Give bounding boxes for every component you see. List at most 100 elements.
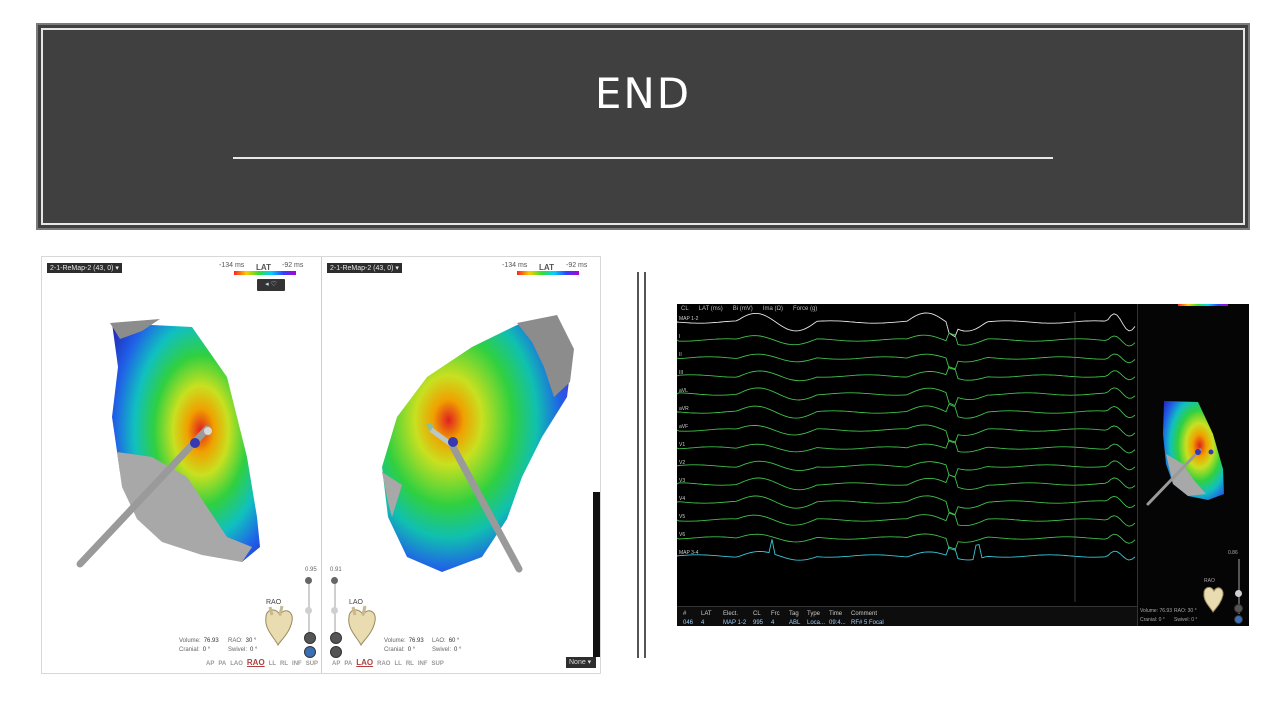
cell-lat: 4 [701, 620, 705, 626]
view-rl-button[interactable]: RL [405, 661, 414, 667]
rotate-button[interactable] [1234, 604, 1243, 613]
slider-knob[interactable] [305, 607, 312, 614]
col-number[interactable]: # [683, 611, 687, 617]
title-underline [233, 157, 1053, 159]
ecg-trace-1 [677, 332, 1136, 347]
lat-color-bar [1178, 304, 1228, 306]
heart-map-lao[interactable] [322, 257, 601, 673]
col-cl[interactable]: CL [753, 611, 761, 617]
lead-label: V5 [679, 514, 685, 520]
cell-tag: ABL [789, 620, 801, 626]
slide-title: END [594, 69, 692, 118]
table-row[interactable]: 046 4 MAP 1-2 995 4 ABL Loca... 09:4... RF# 5 Fo… [683, 620, 901, 626]
ecg-trace-area[interactable]: CL LAT (ms) Bi (mV) Ima (Ω) Force (g) MAP 1-… [677, 304, 1137, 609]
heart-map-rao[interactable] [42, 257, 321, 673]
view-ap-button[interactable]: AP [332, 661, 341, 667]
ecg-trace-3 [677, 366, 1136, 382]
col-lat[interactable]: LAT [701, 611, 712, 617]
slider-knob-top[interactable] [305, 577, 312, 584]
overlay-select[interactable]: None ▾ [566, 657, 596, 668]
lat-max: -92 ms [566, 262, 588, 269]
ecg-trace-7 [677, 439, 1136, 454]
col-type[interactable]: Type [807, 611, 821, 617]
col-tag[interactable]: Tag [789, 611, 799, 617]
ecg-panel: CL LAT (ms) Bi (mV) Ima (Ω) Force (g) MAP 1-… [677, 304, 1249, 626]
view-rl-button[interactable]: RL [280, 661, 289, 667]
view-pa-button[interactable]: PA [344, 661, 353, 667]
view-buttons-left: AP PA LAO RAO LL RL INF SUP [206, 658, 322, 667]
ecg-trace-8 [677, 460, 1136, 478]
view-inf-button[interactable]: INF [417, 661, 428, 667]
lead-label: III [679, 370, 683, 376]
zoom-button[interactable] [304, 646, 316, 658]
view-lao-button[interactable]: LAO [356, 658, 374, 667]
view-rao-button[interactable]: RAO [246, 658, 265, 667]
lat-min: -134 ms [219, 262, 245, 269]
view-buttons-right: AP PA LAO RAO LL RL INF SUP [332, 658, 448, 667]
ecg-trace-0 [677, 312, 1136, 338]
view-ll-button[interactable]: LL [394, 661, 402, 667]
lead-label: V3 [679, 478, 685, 484]
map-selector[interactable]: 2-1-ReMap-2 (43, 0) ▾ [47, 263, 122, 273]
lead-label: MAP 3-4 [679, 550, 699, 556]
slider-knob[interactable] [331, 607, 338, 614]
rotate-button[interactable] [304, 632, 316, 644]
side-toolbar[interactable] [593, 492, 600, 657]
slider-value: 0.95 [305, 567, 317, 573]
separator-line [637, 272, 639, 658]
force-label: Force (g) [792, 306, 818, 312]
zoom-button[interactable] [1234, 615, 1243, 624]
view-lao-button[interactable]: LAO [230, 661, 243, 667]
col-frc[interactable]: Frc [771, 611, 780, 617]
heart-orientation-icon[interactable] [343, 605, 379, 647]
bi-label: Bi (mV) [732, 306, 753, 312]
ecg-trace-11 [677, 512, 1136, 527]
lead-label: V4 [679, 496, 685, 502]
zoom-button[interactable] [330, 646, 342, 658]
volume-info: Volume: 76.93 [179, 638, 219, 644]
view-pa-button[interactable]: PA [218, 661, 227, 667]
ecg-status-bar: CL LAT (ms) Bi (mV) Ima (Ω) Force (g) [681, 306, 827, 312]
lead-label: aVL [679, 388, 688, 394]
transparency-slider[interactable] [1238, 559, 1240, 614]
map-view-rao[interactable]: 2-1-ReMap-2 (43, 0) ▾ -134 ms LAT -92 ms… [42, 257, 321, 673]
view-inf-button[interactable]: INF [292, 661, 302, 667]
slider-knob[interactable] [1235, 590, 1242, 597]
view-ap-button[interactable]: AP [206, 661, 215, 667]
separator-line [644, 272, 646, 658]
map-options-button[interactable]: ◂ ♡ [257, 279, 285, 291]
heart-orientation-label: LAO [349, 599, 364, 606]
ecg-trace-6 [677, 424, 1136, 444]
lao-angle-info: LAO: 60 ° [432, 638, 460, 644]
lead-label: I [679, 334, 680, 340]
ecg-trace-12 [677, 533, 1136, 551]
lat-color-bar [517, 271, 579, 275]
lead-label: aVF [679, 424, 688, 430]
rotate-button[interactable] [330, 632, 342, 644]
col-elect[interactable]: Elect. [723, 611, 739, 617]
cranial-angle-info: Cranial: 0 ° [179, 647, 211, 653]
col-time[interactable]: Time [829, 611, 843, 617]
map-selector[interactable]: 2-1-ReMap-2 (43, 0) ▾ [327, 263, 402, 273]
view-sup-button[interactable]: SUP [431, 661, 444, 667]
mini-map-pane[interactable]: 0.86 RAO Volume: 76.93 RAO: 30 ° Cranial… [1137, 304, 1249, 626]
lead-label: V6 [679, 532, 685, 538]
heart-orientation-icon[interactable] [260, 605, 296, 647]
heart-orientation-icon[interactable] [1200, 584, 1226, 614]
col-comment[interactable]: Comment [851, 611, 878, 617]
rao-angle-info: RAO: 30 ° [1174, 608, 1197, 614]
view-ll-button[interactable]: LL [268, 661, 277, 667]
lat-max: -92 ms [282, 262, 304, 269]
mini-heart-map[interactable] [1138, 304, 1249, 626]
slider-knob-top[interactable] [331, 577, 338, 584]
lead-label: V2 [679, 460, 685, 466]
cell-cl: 995 [753, 620, 764, 626]
cell-time: 09:4... [829, 620, 846, 626]
lead-label: aVR [679, 406, 689, 412]
view-sup-button[interactable]: SUP [305, 661, 319, 667]
cranial-angle-info: Cranial: 0 ° [1140, 617, 1165, 623]
view-rao-button[interactable]: RAO [377, 661, 391, 667]
slider-value: 0.86 [1228, 550, 1238, 556]
map-view-lao[interactable]: 2-1-ReMap-2 (43, 0) ▾ -134 ms LAT -92 ms [321, 257, 601, 673]
